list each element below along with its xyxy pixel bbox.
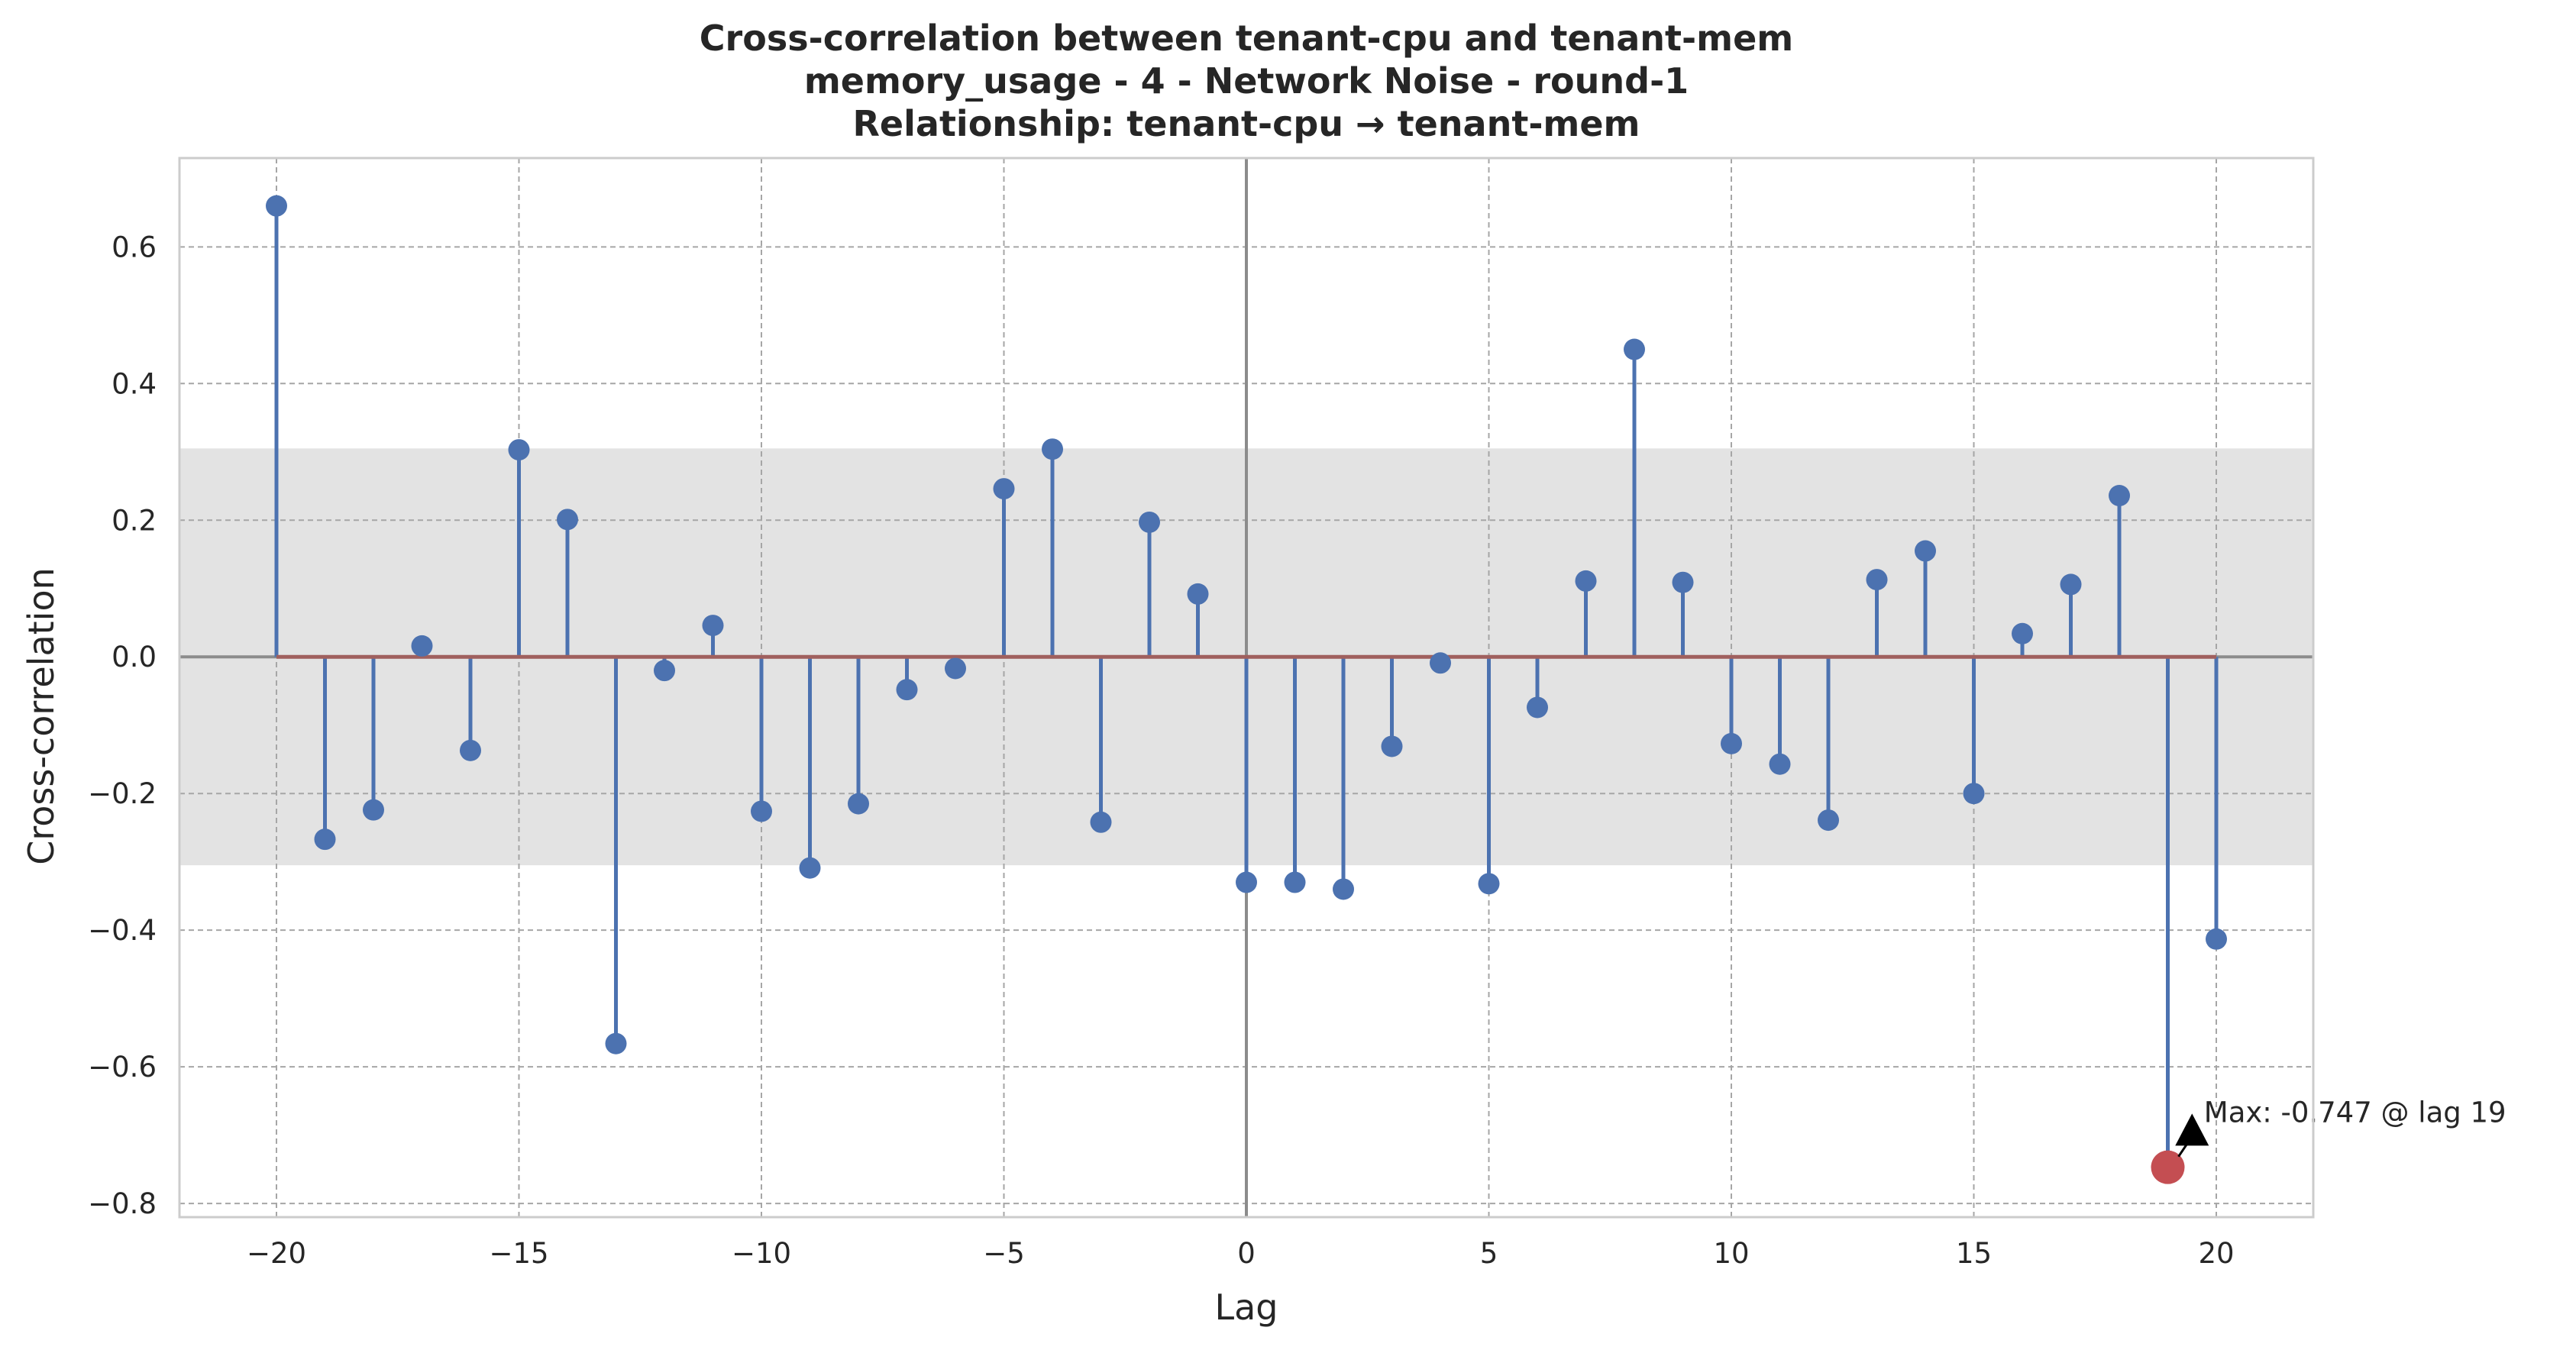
y-tick-label: 0.2 xyxy=(112,504,157,537)
stem-marker xyxy=(2206,928,2227,950)
x-tick-label: −10 xyxy=(732,1237,791,1270)
max-point-marker xyxy=(2151,1150,2185,1184)
stem-marker xyxy=(1672,571,1694,593)
stem-marker xyxy=(993,478,1015,500)
x-tick-label: 5 xyxy=(1480,1237,1498,1270)
stem-marker xyxy=(1915,540,1936,562)
stem-marker xyxy=(1721,732,1742,754)
stem-marker xyxy=(1236,871,1257,893)
y-tick-label: −0.2 xyxy=(88,777,157,810)
stem-marker xyxy=(1866,569,1888,591)
stem-marker xyxy=(2060,573,2082,596)
plot-frame xyxy=(178,157,2315,1219)
x-tick-label: −5 xyxy=(983,1237,1025,1270)
stem-marker xyxy=(508,439,530,461)
x-axis-label: Lag xyxy=(1214,1287,1278,1328)
stem-marker xyxy=(896,679,918,701)
chart-title-line-1: Cross-correlation between tenant-cpu and… xyxy=(700,18,1793,59)
stem-marker xyxy=(1430,652,1451,674)
stem-marker xyxy=(799,857,821,879)
x-tick-label: −15 xyxy=(489,1237,548,1270)
y-tick-label: 0.0 xyxy=(112,641,157,673)
stem-marker xyxy=(2012,622,2033,644)
stem-marker xyxy=(1478,873,1500,895)
stem-marker xyxy=(266,195,287,217)
stem-marker xyxy=(605,1032,627,1054)
y-tick-label: −0.6 xyxy=(88,1051,157,1084)
annotation-arrow-head xyxy=(2175,1113,2209,1146)
y-tick-label: −0.4 xyxy=(88,914,157,947)
stem-marker xyxy=(702,615,724,637)
y-tick-label: 0.6 xyxy=(112,231,157,263)
chart-title-line-3: Relationship: tenant-cpu → tenant-mem xyxy=(853,103,1640,144)
x-tick-label: 20 xyxy=(2198,1237,2234,1270)
stem-marker xyxy=(1333,878,1354,900)
stem-marker xyxy=(751,800,772,822)
stem-marker xyxy=(848,793,869,815)
x-tick-label: 10 xyxy=(1713,1237,1749,1270)
max-annotation-label: Max: -0.747 @ lag 19 xyxy=(2204,1096,2507,1129)
stem-marker xyxy=(1624,338,1645,360)
stem-marker xyxy=(1575,570,1597,592)
stem-marker xyxy=(314,828,336,851)
y-tick-label: −0.8 xyxy=(88,1187,157,1220)
stem-marker xyxy=(1042,438,1063,460)
y-axis-label: Cross-correlation xyxy=(21,567,62,865)
stem-marker xyxy=(654,660,675,682)
stem-marker xyxy=(460,739,481,761)
stem-marker xyxy=(2109,485,2130,507)
x-tick-label: −20 xyxy=(247,1237,306,1270)
x-tick-label: 15 xyxy=(1956,1237,1992,1270)
stem-marker xyxy=(1818,809,1839,832)
stem-marker xyxy=(411,635,433,657)
stem-marker xyxy=(557,509,578,531)
stem-marker xyxy=(1090,811,1112,833)
stem-marker xyxy=(1527,696,1548,719)
stem-marker xyxy=(1381,735,1403,757)
stem-marker xyxy=(1769,753,1791,775)
stem-marker xyxy=(1284,871,1306,893)
stem-marker xyxy=(1139,511,1160,533)
chart-title-line-2: memory_usage - 4 - Network Noise - round… xyxy=(804,60,1689,102)
y-tick-label: 0.4 xyxy=(112,367,157,400)
stem-marker xyxy=(363,799,384,821)
stem-marker xyxy=(945,657,966,680)
x-tick-label: 0 xyxy=(1237,1237,1256,1270)
stem-marker xyxy=(1963,783,1985,805)
stem-marker xyxy=(1187,583,1209,605)
